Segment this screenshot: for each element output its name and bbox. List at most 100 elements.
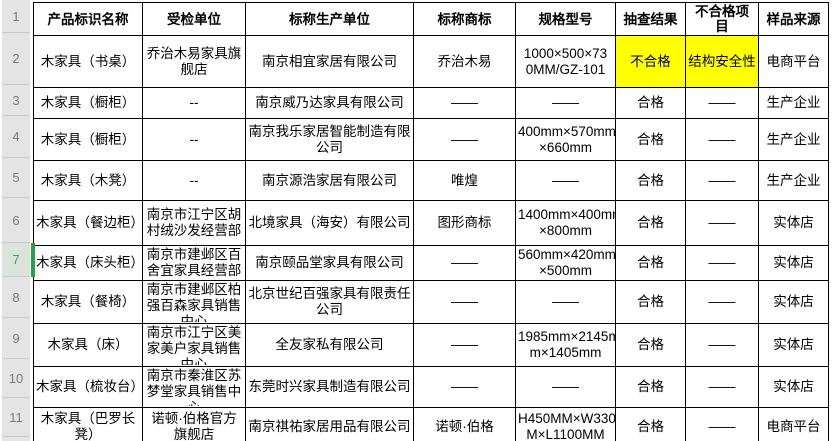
- cell-failed-items[interactable]: ——: [685, 323, 759, 367]
- cell-product-name[interactable]: 木家具（餐椅）: [33, 280, 143, 324]
- cell-result[interactable]: 合格: [615, 280, 686, 324]
- row-header-10[interactable]: 10: [2, 359, 30, 398]
- cell-spec-model[interactable]: 1985mm×2145m m×1405mm: [515, 323, 616, 367]
- cell-spec-model[interactable]: ——: [515, 160, 616, 201]
- col-header-product-name[interactable]: 产品标识名称: [33, 2, 143, 36]
- col-header-sample-source[interactable]: 样品来源: [758, 2, 829, 36]
- cell-sample-source[interactable]: 实体店: [758, 323, 829, 367]
- cell-product-name[interactable]: 木家具（梳妆台）: [33, 366, 143, 408]
- cell-result[interactable]: 合格: [615, 366, 686, 408]
- cell-producer[interactable]: 北京世纪百强家具有限责任 公司: [245, 280, 414, 324]
- cell-result[interactable]: 合格: [615, 87, 686, 119]
- cell-result-failed[interactable]: 不合格: [615, 35, 686, 88]
- cell-spec-model[interactable]: ——: [515, 87, 616, 119]
- cell-inspected-unit[interactable]: --: [142, 87, 246, 119]
- row-header-8[interactable]: 8: [2, 277, 30, 318]
- col-header-failed-items[interactable]: 不合格项 目: [685, 2, 759, 36]
- col-header-producer[interactable]: 标称生产单位: [245, 2, 414, 36]
- cell-spec-model[interactable]: ——: [515, 280, 616, 324]
- cell-spec-model[interactable]: 560mm×420mm ×500mm: [515, 245, 616, 281]
- cell-failed-items[interactable]: ——: [685, 245, 759, 281]
- cell-failed-items[interactable]: 结构安全性: [685, 35, 759, 88]
- cell-producer[interactable]: 全友家私有限公司: [245, 323, 414, 367]
- cell-sample-source[interactable]: 生产企业: [758, 160, 829, 201]
- cell-sample-source[interactable]: 电商平台: [758, 35, 829, 88]
- cell-failed-items[interactable]: ——: [685, 200, 759, 246]
- cell-sample-source[interactable]: 实体店: [758, 245, 829, 281]
- cell-brand[interactable]: 图形商标: [413, 200, 516, 246]
- cell-failed-items[interactable]: ——: [685, 118, 759, 161]
- cell-failed-items[interactable]: ——: [685, 160, 759, 201]
- row-header-7-selected[interactable]: 7: [2, 243, 30, 277]
- cell-sample-source[interactable]: 实体店: [758, 366, 829, 408]
- row-header-3[interactable]: 3: [2, 85, 30, 116]
- cell-inspected-unit[interactable]: --: [142, 118, 246, 161]
- cell-sample-source[interactable]: 实体店: [758, 280, 829, 324]
- cell-producer[interactable]: 南京源浩家居有限公司: [245, 160, 414, 201]
- cell-failed-items[interactable]: ——: [685, 280, 759, 324]
- cell-spec-model[interactable]: 1400mm×400mm ×800mm: [515, 200, 616, 246]
- cell-brand[interactable]: ——: [413, 118, 516, 161]
- cell-brand[interactable]: ——: [413, 323, 516, 367]
- cell-failed-items[interactable]: ——: [685, 407, 759, 441]
- cell-inspected-unit[interactable]: 南京市建邺区百 舍宜家具经营部: [142, 245, 246, 281]
- cell-product-name[interactable]: 木家具（巴罗长 凳）: [33, 407, 143, 441]
- cell-brand[interactable]: 诺顿·伯格: [413, 407, 516, 441]
- cell-sample-source[interactable]: 生产企业: [758, 118, 829, 161]
- cell-product-name[interactable]: 木家具（橱柜）: [33, 87, 143, 119]
- cell-result[interactable]: 合格: [615, 323, 686, 367]
- cell-product-name[interactable]: 木家具（床）: [33, 323, 143, 367]
- cell-result[interactable]: 合格: [615, 160, 686, 201]
- cell-inspected-unit[interactable]: 南京市建邺区柏 强百森家具销售 中心: [142, 280, 246, 324]
- cell-inspected-unit[interactable]: --: [142, 160, 246, 201]
- cell-inspected-unit[interactable]: 南京市秦淮区苏 梦堂家具销售中 心: [142, 366, 246, 408]
- cell-sample-source[interactable]: 电商平台: [758, 407, 829, 441]
- cell-product-name[interactable]: 木家具（橱柜）: [33, 118, 143, 161]
- col-header-spec-model[interactable]: 规格型号: [515, 2, 616, 36]
- cell-producer[interactable]: 南京我乐家居智能制造有限 公司: [245, 118, 414, 161]
- cell-result[interactable]: 合格: [615, 245, 686, 281]
- col-header-inspected-unit[interactable]: 受检单位: [142, 2, 246, 36]
- row-header-4[interactable]: 4: [2, 116, 30, 158]
- cell-product-name[interactable]: 木家具（木凳）: [33, 160, 143, 201]
- cell-brand[interactable]: 乔治木易: [413, 35, 516, 88]
- col-header-brand[interactable]: 标称商标: [413, 2, 516, 36]
- row-header-5[interactable]: 5: [2, 158, 30, 198]
- cell-producer[interactable]: 东莞时兴家具制造有限公司: [245, 366, 414, 408]
- row-header-6[interactable]: 6: [2, 198, 30, 243]
- cell-sample-source[interactable]: 实体店: [758, 200, 829, 246]
- cell-inspected-unit[interactable]: 诺顿·伯格官方 旗舰店: [142, 407, 246, 441]
- cell-producer[interactable]: 南京祺祐家居用品有限公司: [245, 407, 414, 441]
- cell-brand[interactable]: 唯煌: [413, 160, 516, 201]
- cell-spec-model[interactable]: 1000×500×73 0MM/GZ-101: [515, 35, 616, 88]
- row-header-2[interactable]: 2: [2, 33, 30, 85]
- row-header-9[interactable]: 9: [2, 318, 30, 359]
- row-header-12-partial[interactable]: [2, 437, 30, 441]
- cell-producer[interactable]: 北境家具（海安）有限公司: [245, 200, 414, 246]
- cell-sample-source[interactable]: 生产企业: [758, 87, 829, 119]
- cell-brand[interactable]: ——: [413, 366, 516, 408]
- col-header-result[interactable]: 抽查结果: [615, 2, 686, 36]
- cell-failed-items[interactable]: ——: [685, 366, 759, 408]
- cell-inspected-unit[interactable]: 南京市江宁区美 家美户家具销售 中心: [142, 323, 246, 367]
- cell-brand[interactable]: ——: [413, 280, 516, 324]
- cell-result[interactable]: 合格: [615, 200, 686, 246]
- cell-producer[interactable]: 南京颐品堂家具有限公司: [245, 245, 414, 281]
- cell-failed-items[interactable]: ——: [685, 87, 759, 119]
- cell-producer[interactable]: 南京威乃达家具有限公司: [245, 87, 414, 119]
- cell-result[interactable]: 合格: [615, 407, 686, 441]
- cell-brand[interactable]: ——: [413, 245, 516, 281]
- cell-product-name[interactable]: 木家具（床头柜）: [33, 245, 143, 281]
- cell-producer[interactable]: 南京相宜家居有限公司: [245, 35, 414, 88]
- cell-product-name[interactable]: 木家具（餐边柜）: [33, 200, 143, 246]
- cell-inspected-unit[interactable]: 南京市江宁区胡 村绒沙发经营部: [142, 200, 246, 246]
- cell-spec-model[interactable]: 400mm×570mm ×660mm: [515, 118, 616, 161]
- cell-product-name[interactable]: 木家具（书桌）: [33, 35, 143, 88]
- row-header-11[interactable]: 11: [2, 398, 30, 437]
- row-header-1[interactable]: 1: [2, 0, 30, 33]
- cell-result[interactable]: 合格: [615, 118, 686, 161]
- cell-inspected-unit[interactable]: 乔治木易家具旗 舰店: [142, 35, 246, 88]
- cell-spec-model[interactable]: ——: [515, 366, 616, 408]
- cell-brand[interactable]: ——: [413, 87, 516, 119]
